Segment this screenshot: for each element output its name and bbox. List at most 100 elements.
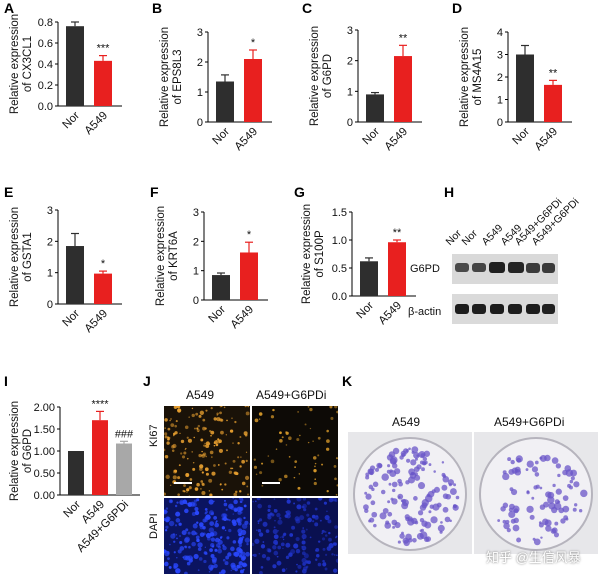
y-axis-label: Relative expression [309,26,321,126]
colony-dot [539,486,543,490]
colony-dot [562,469,568,476]
image-speckle [312,456,317,460]
image-speckle [210,553,215,559]
image-speckle [333,568,338,573]
colony-dot [382,507,389,514]
image-speckle [257,503,263,509]
image-speckle [211,471,216,476]
image-speckle [313,468,317,473]
y-tick-label: 4 [497,27,503,39]
image-speckle [276,555,279,558]
image-speckle [210,407,213,410]
image-speckle [306,513,310,517]
image-speckle [186,436,189,439]
image-speckle [260,566,264,569]
colony-dot [407,476,416,484]
image-speckle [164,427,166,429]
image-speckle [305,528,308,531]
image-speckle [215,443,219,447]
image-speckle [335,493,338,496]
image-speckle [307,441,310,444]
image-speckle [275,448,278,450]
colony-dot [388,482,392,486]
colony-dot [437,524,445,532]
colony-dot [497,519,501,522]
y-tick-label: 0 [197,117,203,129]
colony-dot [390,497,394,501]
colony-dot [391,488,396,493]
image-speckle [326,447,330,451]
image-speckle [197,542,203,548]
colony-dot [509,503,515,510]
y-tick-label: 0.00 [34,490,55,502]
image-speckle [183,537,190,544]
image-speckle [280,542,285,547]
y-tick-label: 0.5 [332,263,347,275]
image-speckle [205,472,209,476]
colony-dot [371,487,375,492]
image-speckle [220,569,226,574]
colony-dot [433,486,440,493]
image-speckle [164,418,168,422]
image-speckle [216,417,221,422]
image-speckle [332,542,336,546]
image-speckle [194,506,199,512]
panel-letter-c: C [302,0,313,16]
image-speckle [203,444,206,447]
colony-dot [533,538,541,546]
colony-dot [381,473,389,481]
image-speckle [202,452,207,456]
colony-dot [449,488,457,495]
image-speckle [210,430,215,435]
x-tick-label: Nor [361,126,383,148]
image-speckle [208,510,214,516]
image-speckle [193,553,199,560]
image-speckle [295,570,298,573]
image-speckle [256,529,258,531]
image-speckle [307,517,312,523]
image-speckle [191,541,196,547]
x-tick-label: A549 [83,110,110,137]
image-speckle [267,508,271,512]
colony-dot [534,472,540,477]
image-speckle [208,499,214,505]
image-speckle [259,471,263,475]
colony-dot [578,509,583,513]
y-tick-label: 0 [497,117,503,129]
image-speckle [321,529,325,533]
y-axis-label: Relative expression [9,207,21,307]
if-image-ki67-inhibitor [252,406,338,496]
image-speckle [238,498,244,501]
image-speckle [294,460,298,464]
image-speckle [201,450,203,453]
image-speckle [326,489,329,493]
colony-dot [453,483,457,487]
image-speckle [281,436,284,439]
image-speckle [194,510,200,516]
image-speckle [217,464,220,466]
image-speckle [226,419,228,422]
image-speckle [185,473,190,477]
colony-dot [555,488,562,495]
colony-dot [534,460,539,465]
colony-dot [455,495,460,500]
image-speckle [176,501,179,504]
image-speckle [281,535,285,539]
image-speckle [236,546,242,553]
image-speckle [258,552,261,555]
image-speckle [334,554,336,556]
image-speckle [204,546,207,549]
image-speckle [168,499,173,504]
bar [216,81,234,122]
image-speckle [176,557,178,559]
image-speckle [258,518,263,522]
image-speckle [199,467,203,471]
colony-dot [538,521,542,524]
image-speckle [210,564,215,569]
image-speckle [312,520,315,523]
image-speckle [224,483,227,486]
x-tick-label: Nor [61,308,83,330]
image-speckle [205,455,207,458]
colony-dot [374,467,380,472]
image-speckle [214,548,218,552]
